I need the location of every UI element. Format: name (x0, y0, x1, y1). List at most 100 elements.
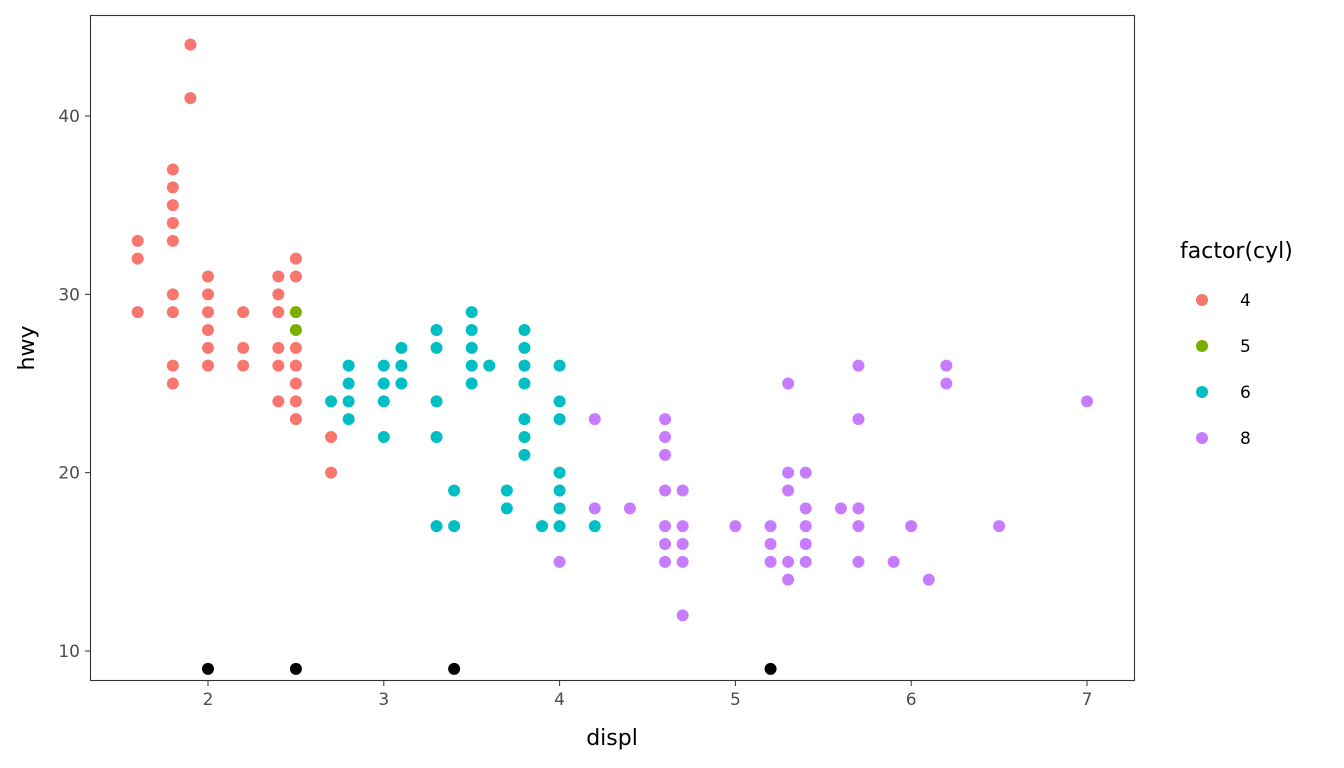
point-cyl-6 (518, 448, 531, 461)
point-cyl-8 (852, 359, 865, 372)
legend-key-4 (1196, 294, 1208, 306)
point-cyl-6 (536, 520, 549, 533)
data-points (131, 38, 1093, 675)
point-cyl-8 (588, 413, 601, 426)
point-cyl-4 (131, 234, 144, 247)
point-cyl-6 (395, 377, 408, 390)
point-cyl-8 (659, 555, 672, 568)
point-cyl-6 (518, 431, 531, 444)
point-cyl-6 (518, 341, 531, 354)
point-cyl-8 (659, 448, 672, 461)
legend: 4 5 6 8 (1196, 291, 1251, 449)
point-cyl-6 (342, 359, 355, 372)
point-cyl-6 (325, 395, 338, 408)
plot-panel (89, 14, 1136, 682)
point-cyl-8 (993, 520, 1006, 533)
point-cyl-8 (782, 555, 795, 568)
point-cyl-8 (782, 377, 795, 390)
point-cyl-8 (799, 520, 812, 533)
point-cyl-4 (202, 288, 214, 301)
point-cyl-6 (430, 324, 443, 337)
point-cyl-4 (289, 413, 302, 426)
point-cyl-6 (465, 306, 478, 319)
point-cyl-4 (272, 341, 285, 354)
point-cyl-4 (202, 324, 214, 337)
point-cyl-5 (289, 306, 302, 319)
point-cyl-4 (184, 38, 197, 51)
point-cyl-6 (553, 502, 566, 515)
point-cyl-4 (202, 359, 214, 372)
point-cyl-8 (764, 538, 777, 551)
point-cyl-8 (764, 520, 777, 533)
point-cyl-4 (272, 359, 285, 372)
point-cyl-8 (940, 377, 953, 390)
point-cyl-8 (676, 555, 689, 568)
point-cyl-4 (131, 252, 144, 265)
point-cyl-6 (553, 359, 566, 372)
point-cyl-4 (289, 359, 302, 372)
point-black (764, 662, 777, 675)
x-tick-label: 5 (730, 690, 741, 710)
point-cyl-6 (518, 413, 531, 426)
point-cyl-6 (553, 520, 566, 533)
point-cyl-4 (272, 288, 285, 301)
point-cyl-6 (483, 359, 496, 372)
point-black (448, 662, 461, 675)
point-cyl-8 (676, 520, 689, 533)
point-cyl-4 (289, 270, 302, 283)
point-cyl-6 (395, 359, 408, 372)
point-cyl-8 (623, 502, 636, 515)
point-cyl-6 (342, 413, 355, 426)
point-cyl-4 (325, 431, 338, 444)
point-cyl-6 (448, 484, 461, 497)
point-cyl-6 (518, 377, 531, 390)
legend-key-8 (1196, 432, 1208, 444)
point-cyl-8 (659, 413, 672, 426)
point-cyl-4 (289, 252, 302, 265)
point-cyl-6 (342, 395, 355, 408)
point-cyl-8 (676, 609, 689, 622)
y-tick-label: 40 (58, 107, 80, 127)
point-cyl-8 (799, 502, 812, 515)
point-cyl-4 (289, 395, 302, 408)
point-cyl-6 (448, 520, 461, 533)
point-black (289, 662, 302, 675)
point-cyl-6 (377, 395, 390, 408)
point-cyl-8 (676, 484, 689, 497)
point-cyl-6 (553, 395, 566, 408)
point-cyl-4 (166, 306, 179, 319)
point-cyl-8 (922, 573, 935, 586)
point-cyl-8 (834, 502, 847, 515)
x-tick-label: 3 (378, 690, 389, 710)
point-cyl-4 (202, 270, 214, 283)
x-tick-label: 6 (906, 690, 917, 710)
point-cyl-4 (166, 288, 179, 301)
point-cyl-8 (1081, 395, 1093, 408)
point-cyl-4 (166, 234, 179, 247)
point-cyl-6 (500, 484, 513, 497)
y-tick-label: 10 (58, 642, 80, 662)
point-cyl-6 (430, 520, 443, 533)
point-cyl-8 (659, 431, 672, 444)
point-cyl-6 (518, 359, 531, 372)
point-cyl-6 (553, 413, 566, 426)
point-cyl-4 (325, 466, 338, 479)
point-cyl-4 (166, 199, 179, 212)
x-tick-label: 7 (1082, 690, 1093, 710)
point-cyl-8 (782, 466, 795, 479)
point-black (202, 662, 214, 675)
point-cyl-6 (553, 484, 566, 497)
point-cyl-8 (659, 520, 672, 533)
point-cyl-4 (202, 306, 214, 319)
point-cyl-8 (887, 555, 900, 568)
point-cyl-8 (799, 538, 812, 551)
point-cyl-6 (377, 377, 390, 390)
point-cyl-8 (799, 555, 812, 568)
point-cyl-4 (272, 270, 285, 283)
x-tick-label: 2 (203, 690, 214, 710)
point-cyl-6 (553, 466, 566, 479)
point-cyl-8 (553, 555, 566, 568)
point-cyl-8 (659, 538, 672, 551)
legend-label: 6 (1240, 383, 1251, 403)
y-tick-label: 30 (58, 285, 80, 305)
